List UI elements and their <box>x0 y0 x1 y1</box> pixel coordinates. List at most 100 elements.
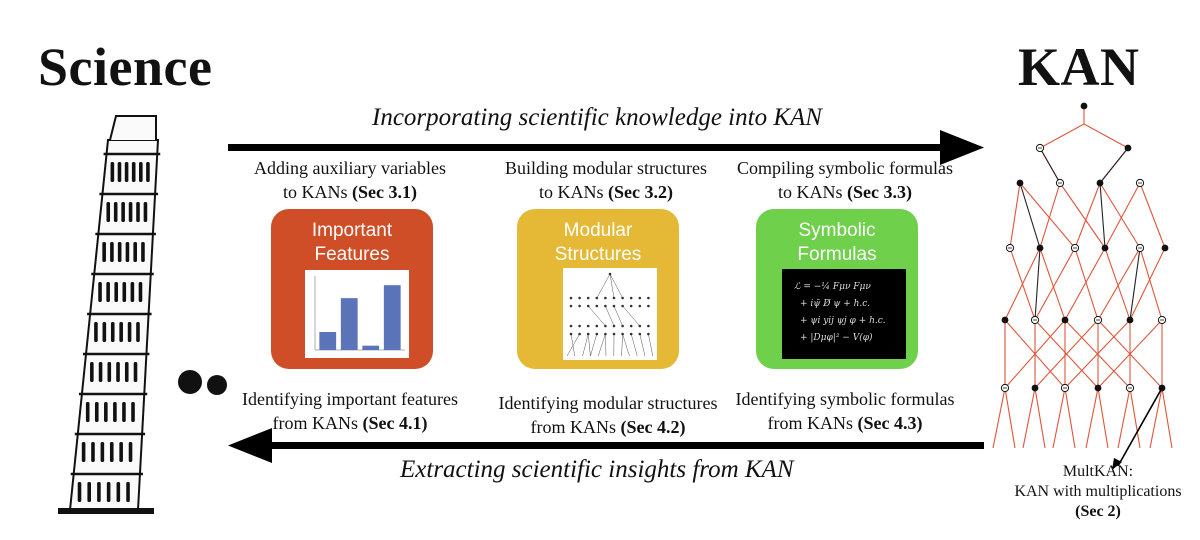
network-edge <box>1034 247 1041 321</box>
network-node <box>586 332 590 336</box>
network-node <box>595 332 599 336</box>
card-title: Modular Structures <box>517 219 679 267</box>
tower-arch <box>127 322 132 342</box>
multkan-network-graph <box>992 102 1173 470</box>
network-node <box>1126 316 1134 324</box>
network-node <box>586 296 590 300</box>
right-arrow <box>228 130 984 165</box>
network-edge <box>1039 147 1061 184</box>
network-node <box>1124 144 1132 152</box>
network-edge <box>1059 182 1106 249</box>
card-title-line: Important <box>311 220 393 241</box>
tower-arch <box>81 442 86 462</box>
network-edge <box>1074 182 1101 249</box>
tower-arch <box>138 282 143 302</box>
network-node <box>578 296 581 300</box>
tower-arch <box>113 202 118 222</box>
network-edge <box>622 333 630 357</box>
network-edge <box>1034 247 1076 321</box>
card-title-line: Symbolic <box>798 220 876 241</box>
network-edge <box>1085 387 1099 449</box>
network-edge <box>1097 319 1163 389</box>
network-node <box>578 304 581 308</box>
network-node <box>612 324 616 328</box>
section-ref: (Sec 3.1) <box>352 182 417 202</box>
network-edge <box>1039 247 1066 321</box>
network-edge <box>1004 387 1016 449</box>
network-node <box>638 324 642 328</box>
network-node <box>638 296 642 300</box>
network-edge <box>1139 182 1166 249</box>
symbolic-formulas-card: Symbolic Formulas ℒ = −¼ Fμν Fμν + iψ̄ D… <box>756 209 918 369</box>
tower-arch <box>124 362 129 382</box>
multkan-description: KAN with multiplications <box>1014 483 1182 500</box>
network-node <box>638 332 642 336</box>
formula-line: + ψi yij ψj φ + h.c. <box>800 316 886 326</box>
tower-arch <box>131 162 136 182</box>
tower-arch <box>139 162 143 182</box>
tower-arch <box>122 402 126 422</box>
network-edge <box>605 333 607 357</box>
tower-arch <box>133 242 137 262</box>
tower-arch <box>146 162 150 182</box>
network-edge <box>1139 247 1163 321</box>
network-node <box>629 332 633 336</box>
network-node <box>569 296 573 300</box>
tower-arch <box>136 322 140 342</box>
network-edge <box>1074 247 1099 321</box>
tower-arch <box>131 402 135 422</box>
network-node <box>595 304 599 308</box>
formula-line: ℒ = −¼ Fμν Fμν <box>794 282 871 292</box>
tower-arch <box>119 322 123 342</box>
tower-arch <box>124 162 129 182</box>
tower-arch <box>116 362 120 382</box>
modular-structures-card: Modular Structures <box>517 209 679 369</box>
network-node <box>595 296 599 300</box>
tower-arch <box>136 202 140 222</box>
formula-line: + |Dμφ|² − V(φ) <box>800 333 873 343</box>
network-node <box>612 296 616 300</box>
tower-arch <box>91 442 95 462</box>
tower-arch <box>119 442 123 462</box>
network-node <box>569 304 573 308</box>
caption-identify-features: Identifying important features from KANs… <box>220 387 480 435</box>
caption-line: Identifying symbolic formulas <box>735 389 955 409</box>
network-edge <box>566 333 580 357</box>
tower-arch <box>77 482 82 502</box>
network-edge <box>1034 387 1046 449</box>
network-edge <box>622 305 640 327</box>
tower-arch <box>143 202 148 222</box>
caption-prefix: from KANs <box>272 413 363 433</box>
network-edge <box>1083 123 1129 149</box>
network-node <box>629 296 633 300</box>
network-edge <box>613 305 623 327</box>
feature-bar-chart <box>305 270 409 358</box>
section-ref: (Sec 3.3) <box>847 182 912 202</box>
network-node <box>612 304 616 308</box>
tower-arch <box>126 482 130 502</box>
tower-arch <box>98 362 103 382</box>
network-edge <box>1064 319 1131 389</box>
multkan-label: MultKAN: KAN with multiplications (Sec 2… <box>1008 462 1188 522</box>
network-node <box>1080 102 1088 110</box>
network-edge <box>582 333 589 357</box>
network-edge <box>1099 147 1129 184</box>
tower-arch <box>128 442 133 462</box>
network-node <box>569 332 573 336</box>
network-edge <box>1064 247 1106 321</box>
network-edge <box>1039 123 1085 149</box>
formula-line: + iψ̄ D̸ ψ + h.c. <box>800 299 871 309</box>
card-title: Symbolic Formulas <box>756 219 918 267</box>
tower-arch <box>117 162 122 182</box>
ellipsis-dot-large <box>178 370 202 394</box>
tower-arch <box>114 282 119 302</box>
network-edge <box>1097 247 1141 321</box>
network-edge <box>1097 387 1109 449</box>
card-title-line: Formulas <box>797 244 877 265</box>
caption-prefix: from KANs <box>530 417 621 437</box>
network-edge <box>588 305 606 327</box>
ellipsis-dot-small <box>207 375 227 395</box>
multkan-name: MultKAN: <box>1062 463 1134 480</box>
network-edge <box>621 333 623 357</box>
kan-title: KAN <box>1018 37 1140 97</box>
